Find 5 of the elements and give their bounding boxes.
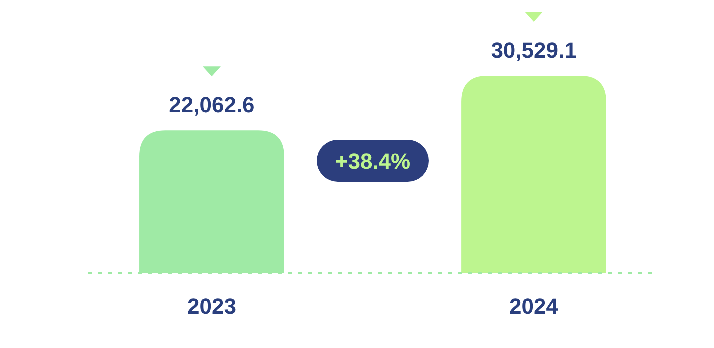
- data-label: 30,529.1: [491, 38, 577, 63]
- annotation: +38.4%: [335, 149, 411, 174]
- x-tick-label: 2024: [510, 294, 560, 319]
- data-label: 22,062.6: [169, 92, 255, 118]
- x-tick-label: 2023: [188, 294, 236, 319]
